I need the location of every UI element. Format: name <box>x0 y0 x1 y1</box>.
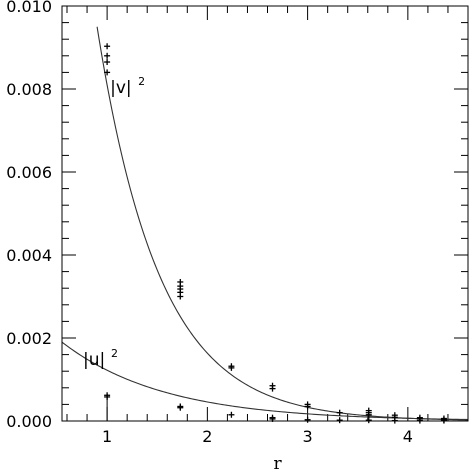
point-v-squared <box>104 43 111 50</box>
point-u-squared <box>336 417 343 424</box>
curve-label-superscript: 2 <box>138 75 145 88</box>
curve-v-squared <box>96 26 469 421</box>
point-v-squared <box>104 69 111 76</box>
curve-u-squared <box>61 341 469 421</box>
point-v-squared <box>104 52 111 59</box>
point-v-squared <box>304 403 311 410</box>
x-axis-label: r <box>273 454 282 474</box>
point-v-squared <box>177 293 184 300</box>
y-tick-label: 0.002 <box>6 329 52 348</box>
x-tick-label: 2 <box>202 427 212 446</box>
curve-label-superscript: 2 <box>111 347 118 360</box>
x-tick-label: 3 <box>303 427 313 446</box>
point-u-squared <box>304 416 311 423</box>
x-tick-label: 1 <box>102 427 112 446</box>
tick-labels: 1 2 3 4 0.000 0.002 0.004 0.006 0.008 0.010 |v| 2 |u… <box>6 0 413 446</box>
y-tick-label: 0.004 <box>6 246 52 265</box>
y-tick-label: 0.010 <box>6 0 52 16</box>
point-v-squared <box>365 411 372 418</box>
x-tick-label: 4 <box>403 427 413 446</box>
point-v-squared <box>336 409 343 416</box>
point-u-squared <box>177 404 184 411</box>
y-tick-label: 0.008 <box>6 80 52 99</box>
curve-label-u: |u| <box>83 350 105 370</box>
point-v-squared <box>104 59 111 66</box>
tick-marks <box>62 5 469 422</box>
plot-frame <box>61 5 469 422</box>
point-v-squared <box>269 385 276 392</box>
y-tick-label: 0.000 <box>6 412 52 431</box>
point-u-squared <box>365 417 372 424</box>
curve-label-v: |v| <box>110 78 132 98</box>
data-points <box>104 43 447 424</box>
y-tick-label: 0.006 <box>6 163 52 182</box>
point-u-squared <box>228 411 235 418</box>
point-v-squared <box>228 364 235 371</box>
fit-curves <box>61 26 469 421</box>
